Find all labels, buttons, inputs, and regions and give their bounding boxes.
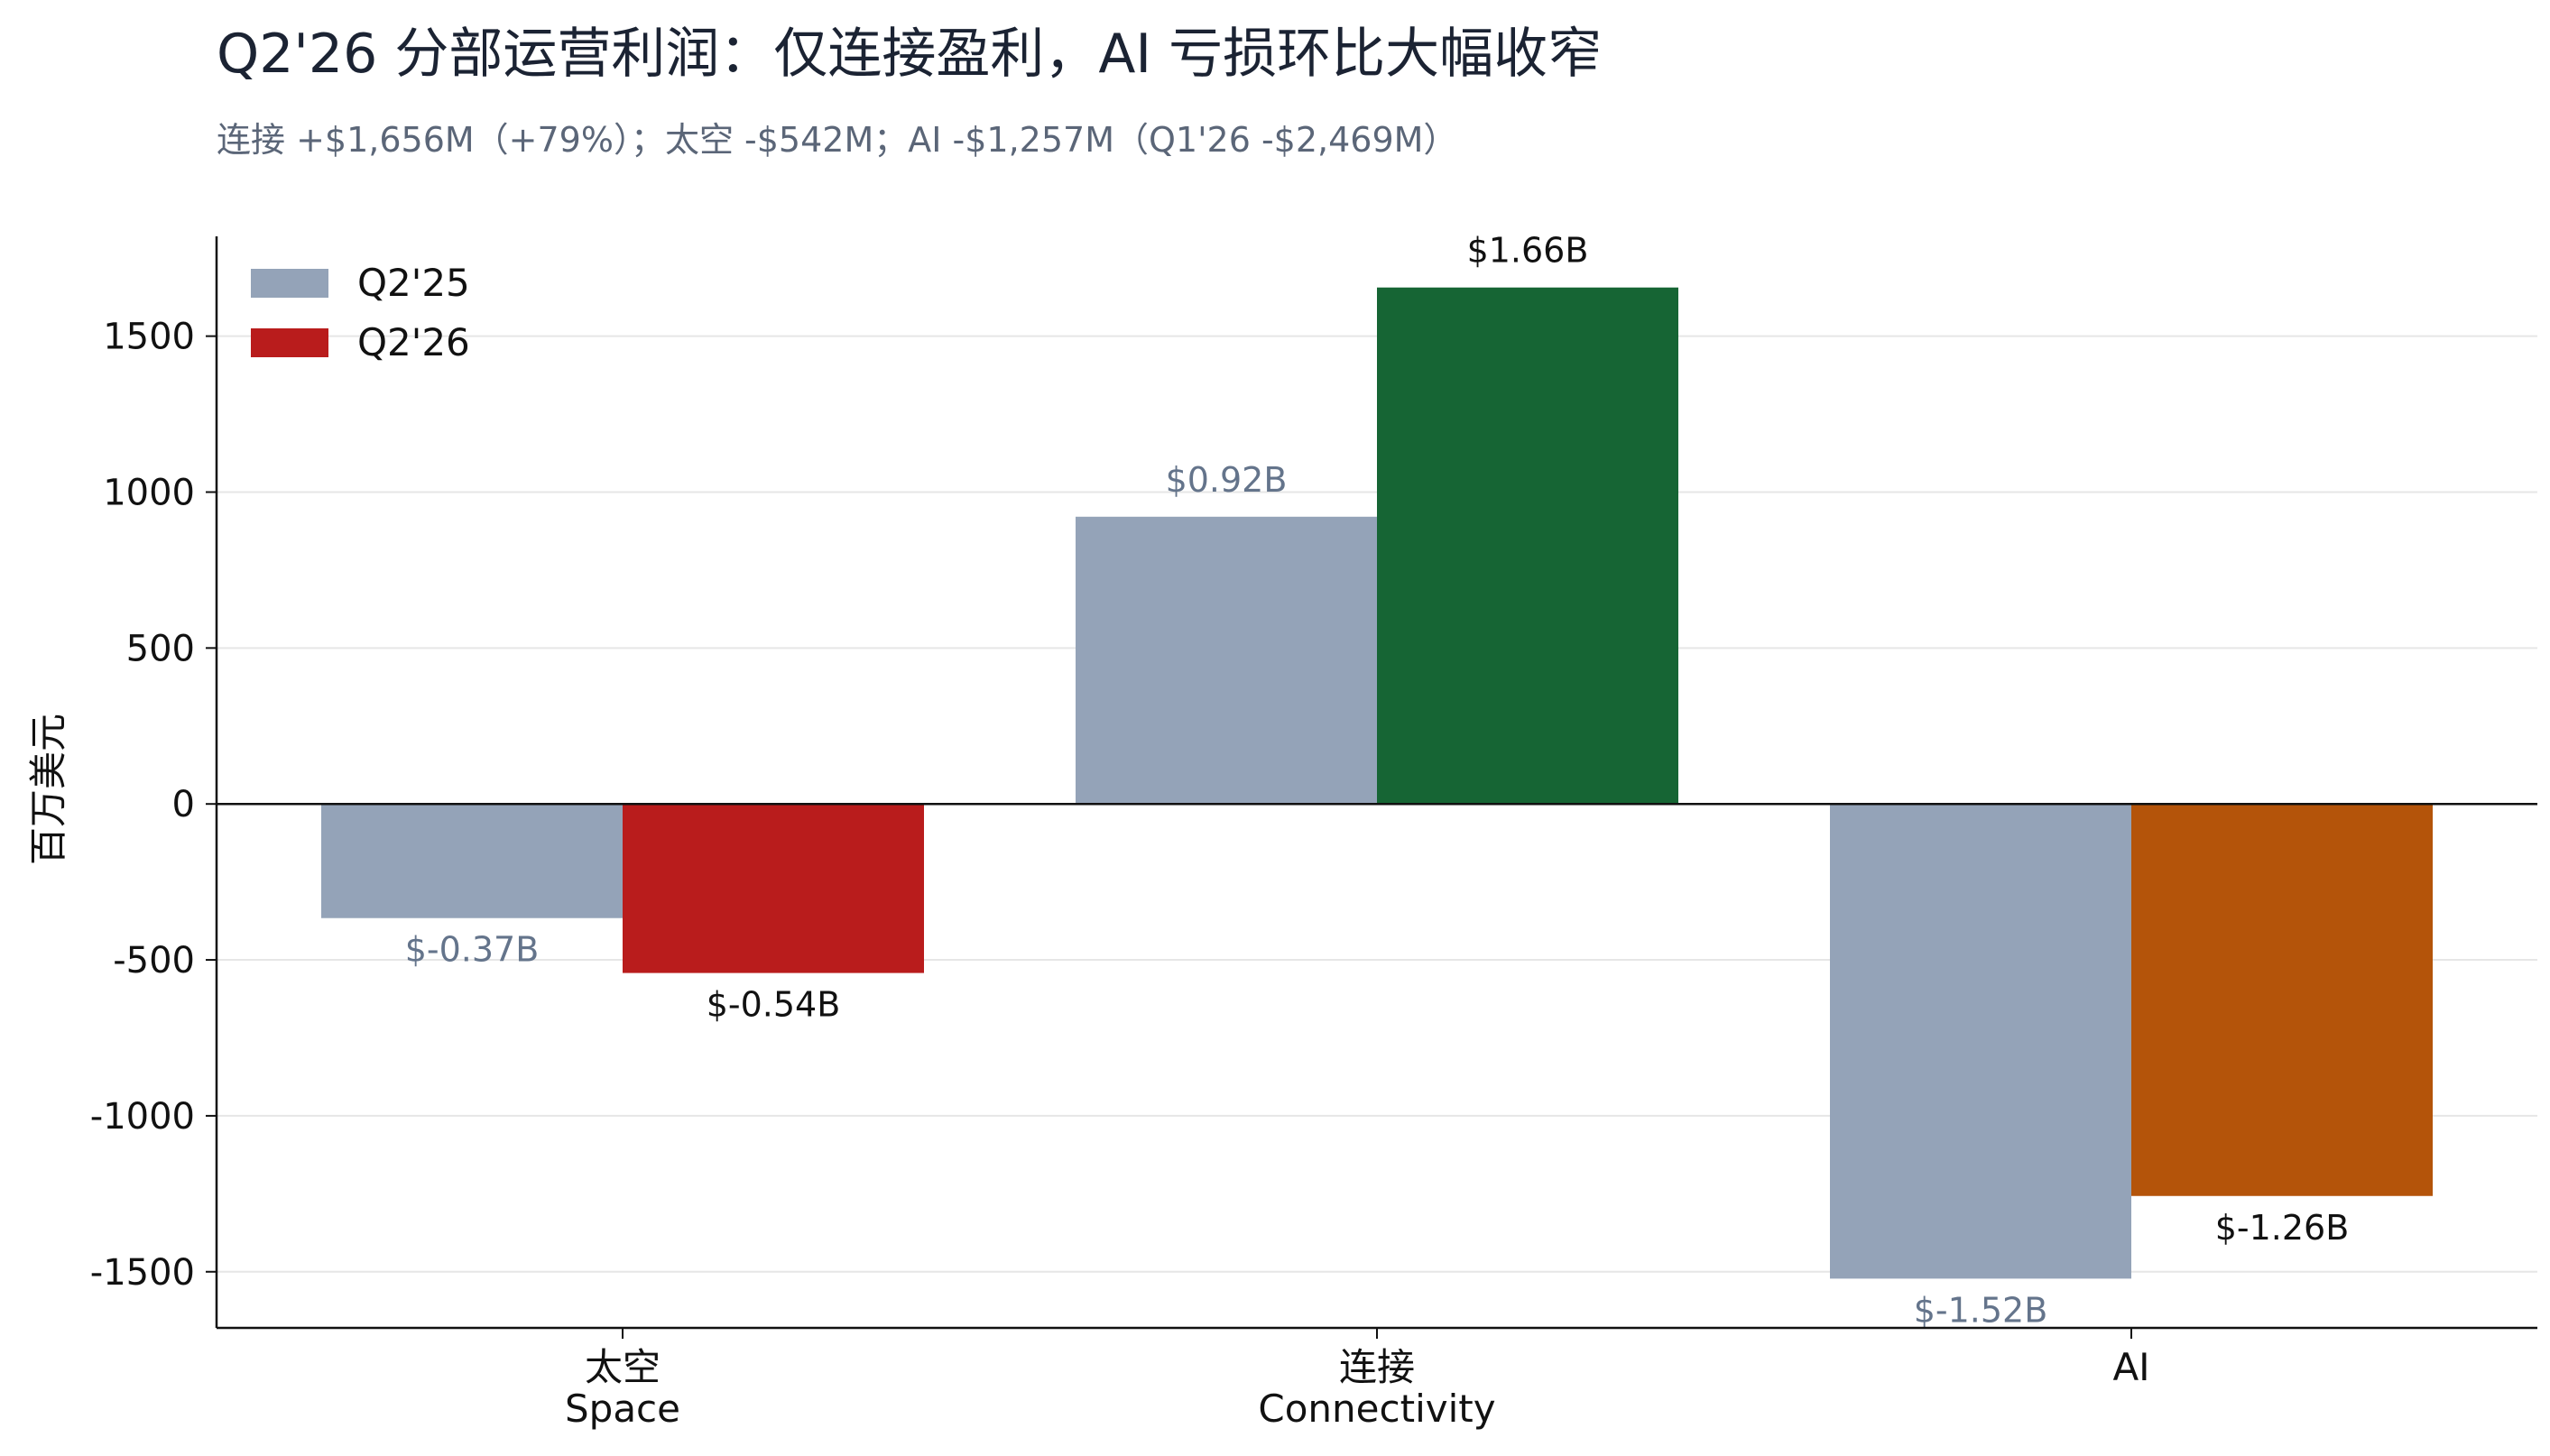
y-tick-label: -1000 (90, 1096, 195, 1138)
bar-Q225-1 (1076, 516, 1377, 805)
y-tick-label: 500 (126, 628, 195, 669)
y-tick-label: -1500 (90, 1252, 195, 1294)
x-tick-label-zh: AI (2112, 1345, 2149, 1389)
legend: Q2'25 Q2'26 (251, 261, 470, 364)
x-tick-label-en: Space (565, 1387, 680, 1431)
data-label: $1.66B (1467, 231, 1589, 271)
data-label: $0.92B (1166, 460, 1288, 500)
data-label: $-0.54B (707, 985, 841, 1025)
data-labels: $-0.37B $0.92B $-1.52B $-0.54B $1.66B $-1.26B (405, 231, 2350, 1331)
y-tick-label: 1000 (103, 472, 195, 513)
bar-Q226-0 (623, 804, 924, 973)
data-label: $-0.37B (405, 930, 540, 970)
chart-title: Q2'26 分部运营利润：仅连接盈利，AI 亏损环比大幅收窄 (217, 23, 1602, 86)
legend-label: Q2'26 (357, 320, 470, 364)
x-tick-label-zh: 连接 (1339, 1345, 1415, 1389)
bar-Q226-1 (1377, 287, 1678, 805)
legend-swatch (251, 328, 328, 357)
bar-Q226-2 (2131, 804, 2433, 1196)
data-label: $-1.52B (1914, 1290, 2048, 1330)
y-tick-label: -500 (113, 940, 195, 981)
data-label: $-1.26B (2215, 1208, 2350, 1248)
legend-label: Q2'25 (357, 261, 470, 305)
x-tick-label-zh: 太空 (585, 1345, 661, 1389)
y-tick-label: 1500 (103, 317, 195, 358)
y-tick-label: 0 (172, 784, 195, 825)
chart-subtitle: 连接 +$1,656M（+79%）；太空 -$542M；AI -$1,257M（… (217, 120, 1457, 160)
y-axis-label: 百万美元 (26, 714, 70, 865)
legend-swatch (251, 269, 328, 298)
bar-Q225-0 (321, 804, 623, 918)
bars (321, 287, 2433, 1279)
x-tick-label-en: Connectivity (1258, 1387, 1495, 1431)
bar-Q225-2 (1830, 804, 2131, 1279)
